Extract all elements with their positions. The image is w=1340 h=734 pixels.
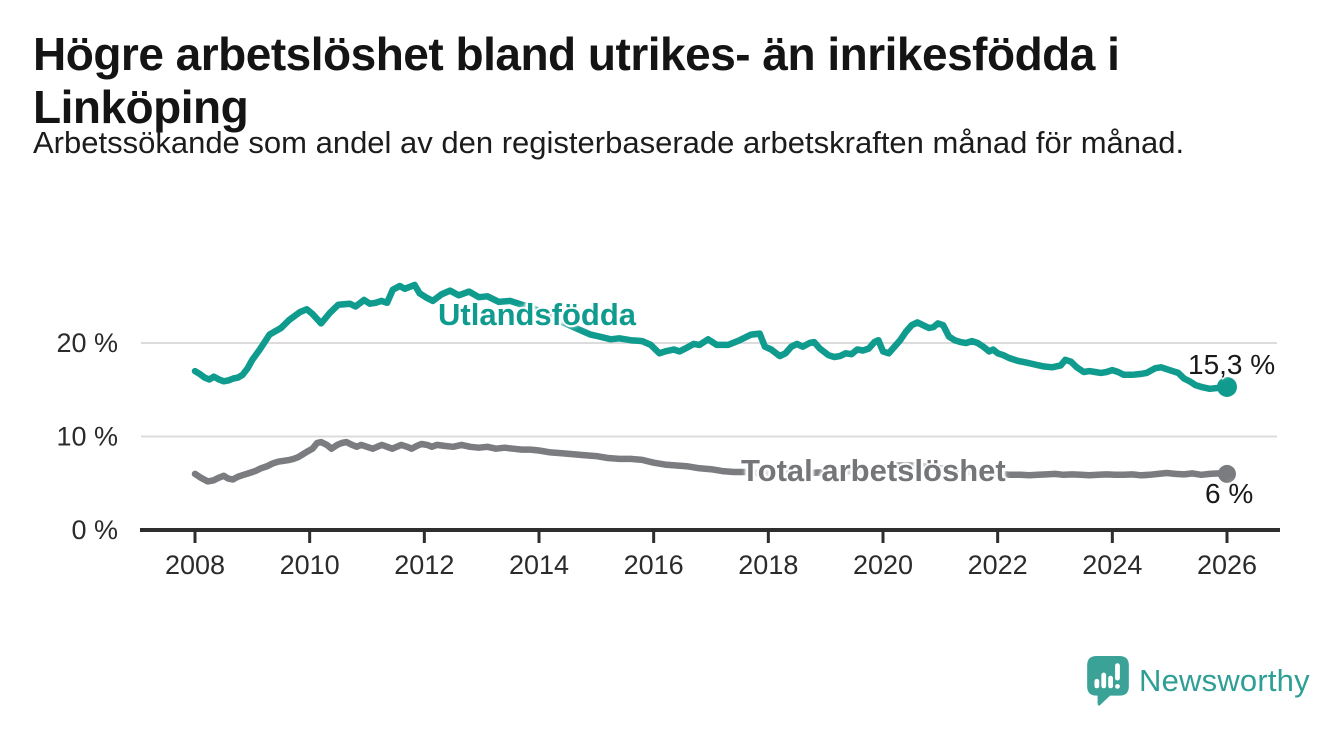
series-line-total (191, 438, 1231, 485)
x-tick-label: 2020 (853, 550, 913, 580)
x-tick-label: 2022 (968, 550, 1028, 580)
end-dot-total (1217, 464, 1236, 483)
series-label-total-arbetsloshet: Total arbetslöshet (741, 453, 1006, 488)
y-tick-label: 0 % (71, 515, 118, 545)
series-label-utlandsfodda: Utlandsfödda (438, 297, 637, 332)
x-tick-label: 2016 (624, 550, 684, 580)
page-title: Högre arbetslöshet bland utrikes- än inr… (33, 28, 1120, 133)
newsworthy-logo: Newsworthy (1087, 656, 1310, 706)
x-tick-label: 2012 (394, 550, 454, 580)
newsworthy-logo-text: Newsworthy (1139, 663, 1310, 698)
x-tick-label: 2026 (1197, 550, 1257, 580)
x-tick-label: 2010 (280, 550, 340, 580)
x-tick-label: 2014 (509, 550, 569, 580)
end-value-total-arbetsloshet: 6 % (1205, 478, 1254, 509)
chart-subtitle: Arbetssökande som andel av den registerb… (33, 125, 1185, 160)
newsworthy-logo-icon (1087, 656, 1129, 706)
y-tick-label: 20 % (56, 328, 118, 358)
end-value-utlandsfodda: 15,3 % (1188, 349, 1276, 380)
x-tick-label: 2024 (1082, 550, 1142, 580)
end-dot-utlandsfodda (1216, 376, 1237, 397)
x-tick-label: 2018 (738, 550, 798, 580)
y-tick-label: 10 % (56, 422, 118, 452)
x-tick-label: 2008 (165, 550, 225, 580)
series-line-utlandsfodda (191, 281, 1231, 393)
